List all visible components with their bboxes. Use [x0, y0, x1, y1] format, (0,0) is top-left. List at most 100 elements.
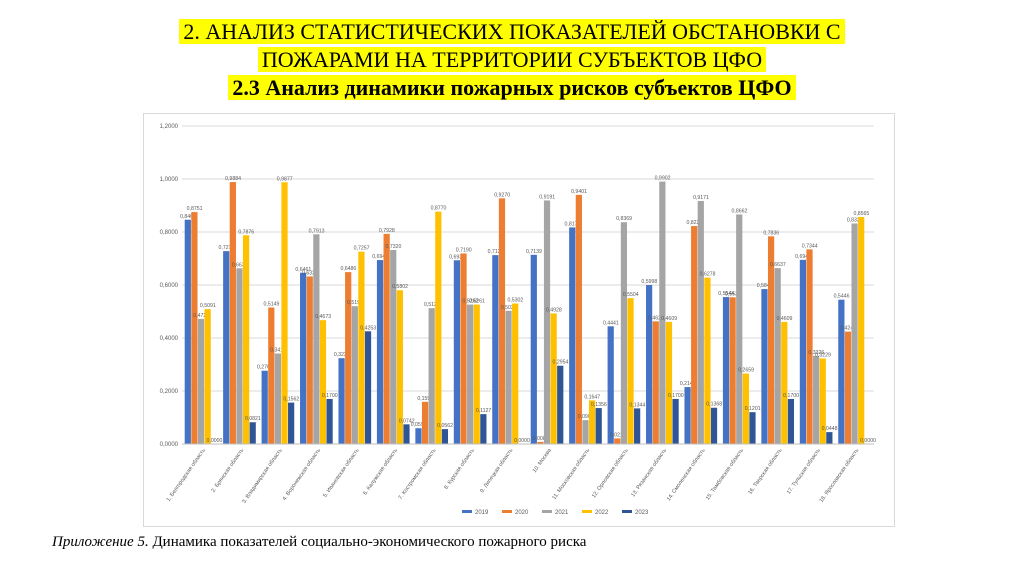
bar-2019 [530, 254, 537, 444]
x-tick-label: 12. Орловская область [591, 448, 630, 500]
data-label: 0,2147 [680, 381, 696, 387]
bar-2022 [396, 290, 403, 444]
data-label: 0,5149 [264, 302, 280, 308]
x-tick-label: 17. Тульская область [786, 448, 822, 496]
bar-2020 [268, 307, 275, 444]
x-tick-label: 8. Курская область [443, 448, 476, 491]
data-label: 0,8224 [686, 220, 702, 226]
data-label: 0,1368 [706, 402, 722, 408]
bar-2020 [537, 441, 544, 444]
data-label: 0,5846 [757, 283, 773, 289]
title-line-1: 2. АНАЛИЗ СТАТИСТИЧЕСКИХ ПОКАЗАТЕЛЕЙ ОБС… [179, 19, 845, 44]
data-label: 0,4253 [360, 325, 376, 331]
bar-2023 [441, 429, 449, 444]
data-label: 0,2659 [738, 368, 754, 374]
data-label: 0,4673 [315, 314, 331, 320]
bar-2021 [274, 353, 282, 444]
x-tick-label: 2. Брянская область [211, 448, 246, 494]
data-label: 0,6486 [340, 266, 356, 272]
bar-2021 [659, 181, 666, 445]
data-label: 0,1647 [584, 394, 600, 400]
legend-swatch-2022 [582, 510, 592, 513]
bar-2022 [627, 298, 634, 444]
bar-2019 [338, 358, 345, 444]
y-tick-label: 0,0000 [160, 442, 179, 448]
bar-2022 [704, 277, 711, 444]
bar-2023 [364, 331, 372, 444]
bar-2023 [249, 422, 256, 444]
bar-2021 [428, 308, 435, 444]
data-label: 0,6278 [700, 272, 716, 278]
bar-2022 [588, 400, 596, 444]
data-label: 0,3326 [808, 350, 824, 356]
bar-2021 [467, 304, 474, 444]
data-label: 0,0080 [533, 436, 549, 442]
caption-label: Приложение 5. [52, 534, 149, 550]
data-label: 0,3229 [815, 352, 831, 358]
bar-2021 [505, 310, 512, 444]
data-label: 0,0211 [610, 432, 626, 438]
bar-2020 [306, 276, 313, 444]
data-label: 0,5091 [200, 303, 216, 309]
fire-risk-bar-chart: 0,0000 0,2000 0,4000 0,6000 0,8000 1,0000 1,20… [160, 124, 876, 516]
data-label: 0,5536 [725, 291, 741, 297]
data-label: 0,7344 [802, 243, 818, 249]
data-label: 0,7278 [219, 245, 235, 251]
data-label: 0,1201 [745, 406, 761, 412]
data-label: 0,1356 [591, 402, 607, 408]
bar-2019 [300, 272, 307, 444]
data-label: 0,7836 [763, 230, 779, 236]
bar-2019 [722, 297, 730, 444]
bar-2023 [672, 398, 679, 444]
bar-2022 [435, 211, 442, 444]
data-label: 0,9270 [494, 192, 510, 198]
x-tick-label: 16. Тверская область [747, 448, 783, 496]
bar-2021 [697, 200, 704, 444]
data-label: 0,4628 [648, 315, 664, 321]
chart-container: 0,0000 0,2000 0,4000 0,6000 0,8000 1,0000 1,20… [143, 113, 895, 527]
data-label: 0,5199 [347, 300, 363, 306]
bar-2019 [492, 255, 499, 444]
x-tick-label: 11. Московская область [552, 448, 592, 501]
bar-2019 [415, 428, 422, 444]
bar-2022 [858, 217, 865, 444]
data-label: 0,4609 [777, 316, 793, 322]
bar-2020 [421, 401, 429, 444]
bar-2020 [460, 253, 467, 444]
data-label: 0,5998 [641, 279, 657, 285]
bar-2020 [767, 236, 775, 444]
figure-caption: Приложение 5. Динамика показателей социа… [52, 534, 586, 551]
data-label: 0,7928 [379, 228, 395, 234]
bar-2023 [634, 408, 641, 444]
data-label: 0,0562 [437, 423, 453, 429]
bar-2019 [184, 219, 191, 444]
data-label: 0,5125 [424, 302, 440, 308]
data-label: 0,1700 [322, 393, 338, 399]
bar-2022 [319, 320, 327, 444]
bar-2019 [646, 285, 653, 444]
bar-2019 [261, 370, 268, 444]
y-tick-label: 1,0000 [160, 177, 179, 183]
bar-2020 [345, 272, 352, 444]
bar-2020 [191, 212, 198, 444]
data-label: 0,7913 [309, 228, 325, 234]
x-tick-label: 4. Воронежская область [282, 448, 322, 502]
x-tick-label: 14. Смоленская область [666, 448, 707, 503]
bar-2023 [557, 365, 564, 444]
data-label: 0,8322 [847, 217, 863, 223]
bar-2023 [326, 398, 333, 444]
data-label: 0,0000 [207, 438, 223, 444]
data-label: 0,8462 [180, 214, 196, 220]
bar-2020 [575, 194, 582, 444]
bar-2021 [813, 355, 820, 444]
bar-2022 [473, 304, 480, 444]
bar-2022 [550, 313, 557, 444]
x-tick-label: 13. Рязанская область [630, 448, 668, 499]
bar-2019 [453, 260, 461, 444]
data-label: 0,5446 [834, 294, 850, 300]
y-tick-label: 0,6000 [160, 283, 179, 289]
bar-2023 [480, 414, 487, 444]
data-label: 0,8565 [853, 211, 869, 217]
bar-2020 [806, 249, 813, 444]
bar-2023 [403, 424, 410, 444]
